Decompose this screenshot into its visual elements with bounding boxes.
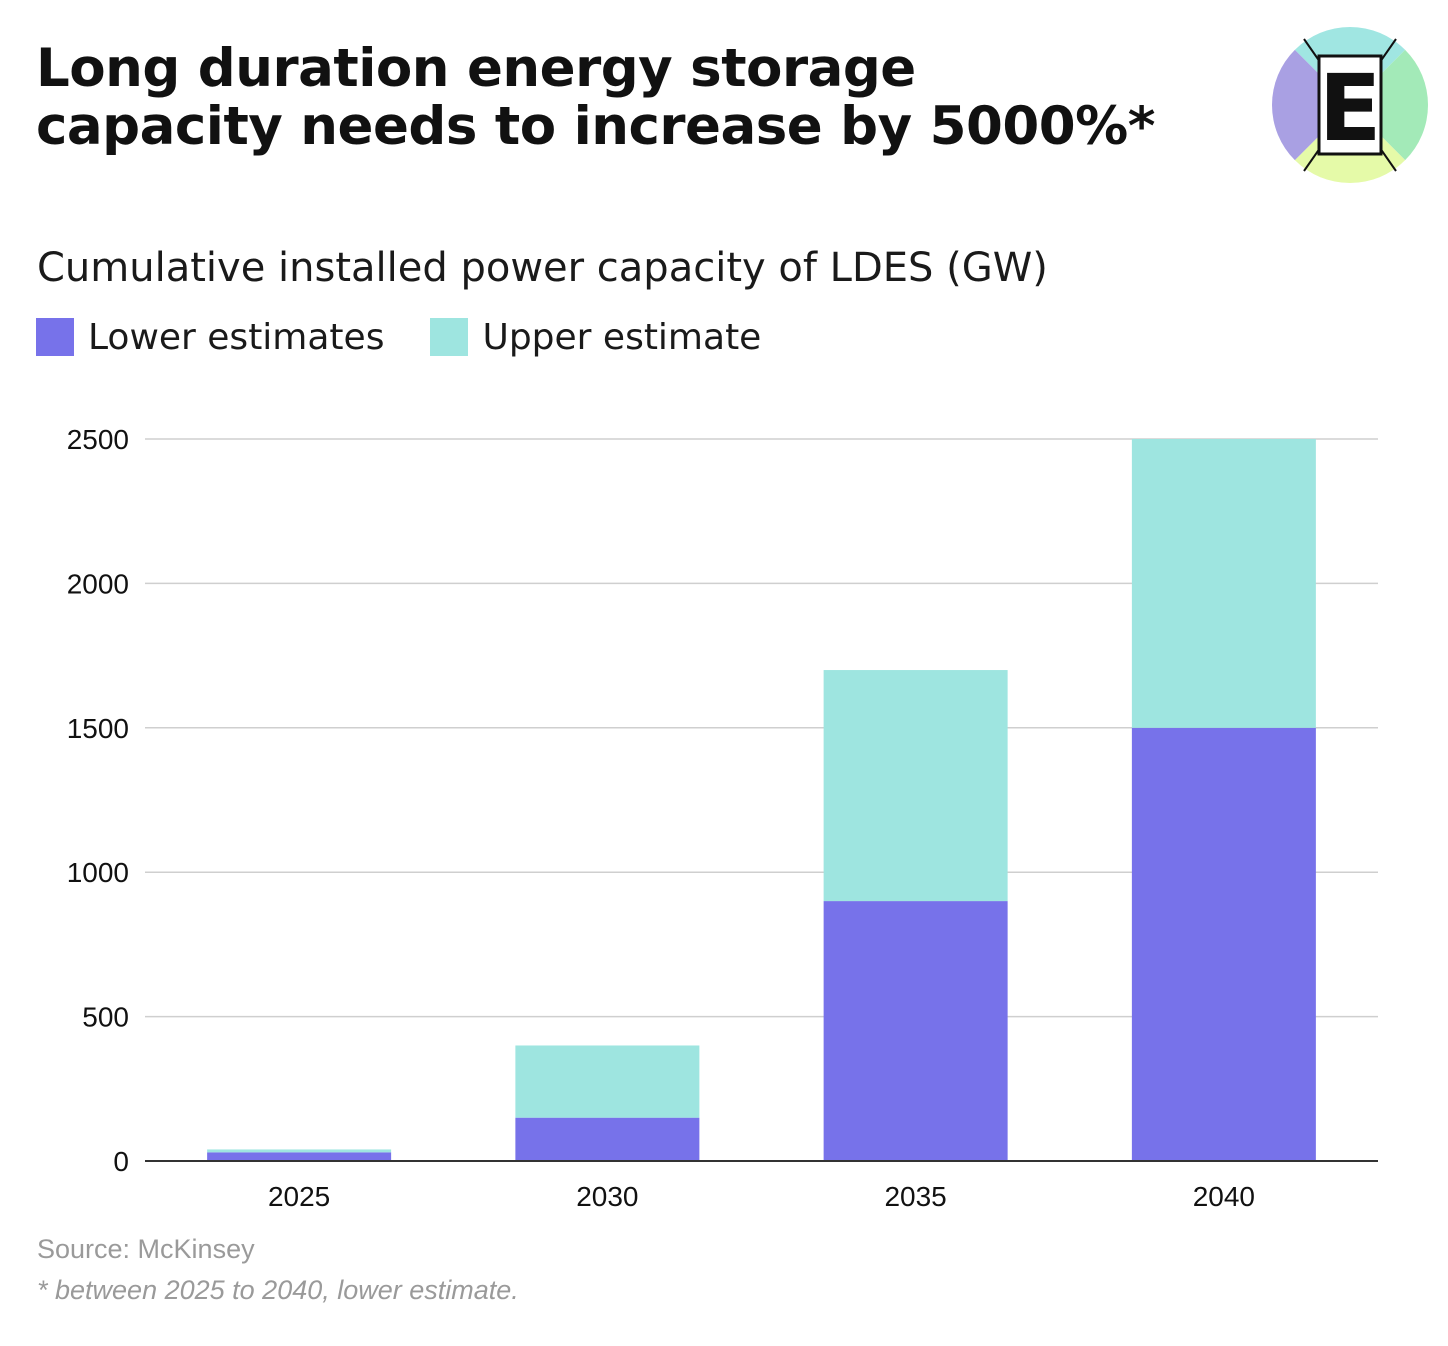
- chart-subtitle: Cumulative installed power capacity of L…: [37, 245, 1048, 291]
- y-tick-label: 0: [113, 1146, 129, 1177]
- legend-item-upper: Upper estimate: [430, 317, 761, 358]
- bar-lower-estimate: [1131, 727, 1316, 1161]
- legend-swatch-lower: [36, 318, 74, 356]
- chart-title: Long duration energy storage capacity ne…: [36, 40, 1246, 156]
- bar-upper-estimate: [207, 1149, 392, 1153]
- legend-swatch-upper: [430, 318, 469, 356]
- legend-label-lower: Lower estimates: [88, 316, 385, 358]
- title-line-2: capacity needs to increase by 5000%*: [36, 96, 1155, 157]
- y-tick-label: 2500: [67, 424, 129, 455]
- y-tick-label: 2000: [67, 568, 129, 599]
- bar-chart: 0 500 1000 1500 2000 2500 2025 2030 2035 2040: [67, 424, 1378, 1212]
- x-tick-label: 2025: [268, 1181, 330, 1212]
- source-note: Source: McKinsey: [37, 1234, 255, 1264]
- bar-lower-estimate: [515, 1117, 700, 1161]
- bar-lower-estimate: [823, 901, 1008, 1161]
- legend: Lower estimates Upper estimate: [36, 314, 807, 360]
- brand-logo: E: [1272, 27, 1428, 183]
- bar-upper-estimate: [823, 670, 1008, 902]
- legend-item-lower: Lower estimates: [36, 317, 384, 358]
- y-tick-label: 1500: [67, 713, 129, 744]
- x-tick-label: 2040: [1193, 1181, 1255, 1212]
- logo-letter: E: [1319, 55, 1382, 162]
- bar-upper-estimate: [515, 1045, 700, 1118]
- x-tick-label: 2035: [884, 1181, 946, 1212]
- bar-lower-estimate: [207, 1152, 392, 1161]
- x-tick-label: 2030: [576, 1181, 638, 1212]
- bar-upper-estimate: [1131, 439, 1316, 728]
- footnote: * between 2025 to 2040, lower estimate.: [37, 1275, 519, 1305]
- title-line-1: Long duration energy storage: [36, 38, 916, 99]
- y-tick-label: 1000: [67, 857, 129, 888]
- y-tick-label: 500: [82, 1002, 129, 1033]
- legend-label-upper: Upper estimate: [482, 316, 762, 358]
